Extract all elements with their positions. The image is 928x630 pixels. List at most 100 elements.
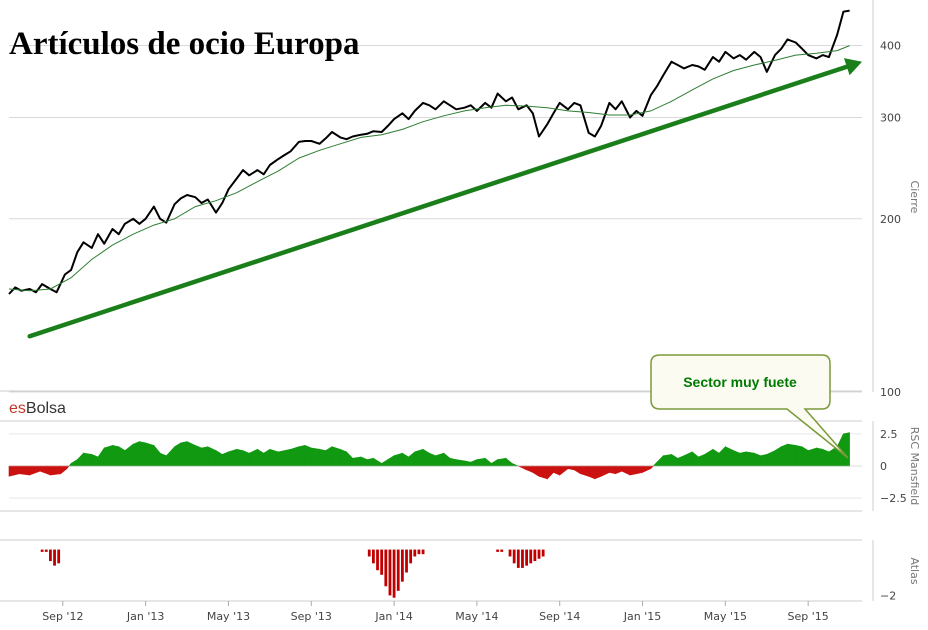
atlas-axis-title: Atlas (908, 557, 921, 584)
rsc-area-positive (242, 450, 250, 467)
moving-average-line (8, 45, 850, 292)
rsc-area-positive (83, 452, 93, 467)
rsc-area-negative (19, 465, 31, 476)
atlas-bar (380, 549, 384, 575)
rsc-area-positive (671, 453, 679, 467)
rsc-area-positive (393, 452, 403, 467)
rsc-area-positive (248, 448, 258, 467)
annotation-callout: Sector muy fuete (650, 354, 849, 459)
atlas-bar (409, 549, 413, 564)
rsc-area-positive (774, 446, 782, 467)
atlas-bar (49, 549, 52, 562)
rsc-panel (8, 432, 862, 480)
rsc-area-negative (526, 465, 534, 473)
rsc-area-positive (346, 451, 353, 467)
rsc-area-positive (691, 451, 699, 467)
grid-lines (0, 45, 862, 602)
price-tick-label: 400 (880, 40, 901, 53)
rsc-area-positive (843, 432, 850, 467)
rsc-area-positive (698, 453, 705, 467)
rsc-area-positive (652, 461, 658, 467)
rsc-area-positive (733, 450, 741, 467)
rsc-area-positive (795, 445, 803, 467)
atlas-bar (533, 549, 537, 562)
rsc-area-positive (352, 456, 362, 467)
trend-arrow-head (843, 58, 862, 76)
rsc-area-positive (712, 448, 720, 467)
rsc-area-positive (68, 462, 72, 467)
rsc-area-positive (801, 446, 809, 467)
rsc-area-negative (580, 465, 590, 477)
rsc-area-positive (760, 454, 768, 467)
atlas-bar (516, 549, 520, 568)
rsc-area-positive (139, 441, 146, 467)
rsc-area-negative (518, 465, 527, 471)
rsc-area-positive (725, 446, 734, 467)
rsc-area-positive (464, 460, 471, 467)
rsc-area-negative (538, 465, 548, 480)
rsc-area-positive (319, 448, 327, 467)
x-tick-label: Sep '15 (788, 610, 829, 623)
atlas-bar (413, 549, 417, 557)
rsc-area-positive (435, 452, 445, 467)
rsc-area-negative (615, 465, 623, 475)
rsc-area-positive (816, 447, 823, 467)
rsc-area-positive (766, 450, 776, 467)
rsc-area-positive (103, 445, 113, 467)
rsc-area-positive (511, 462, 519, 467)
rsc-area-negative (621, 465, 631, 476)
atlas-bar (508, 549, 512, 557)
rsc-area-positive (408, 451, 416, 467)
rsc-area-negative (29, 465, 41, 476)
rsc-area-negative (573, 465, 581, 475)
atlas-bar (388, 549, 392, 596)
rsc-area-positive (91, 453, 99, 467)
rsc-area-positive (112, 445, 120, 467)
rsc-area-positive (677, 455, 685, 467)
rsc-tick-label: 0 (880, 460, 887, 473)
x-tick-label: Jan '14 (374, 610, 412, 623)
rsc-area-positive (807, 447, 817, 467)
rsc-area-negative (609, 465, 616, 475)
rsc-area-negative (650, 465, 655, 470)
atlas-bar (40, 549, 44, 552)
rsc-area-positive (476, 457, 486, 467)
price-tick-label: 300 (880, 111, 901, 124)
rsc-area-positive (484, 457, 492, 467)
rsc-area-positive (718, 445, 726, 467)
rsc-area-positive (215, 450, 223, 467)
atlas-tick-label: −2 (880, 589, 896, 602)
rsc-area-negative (39, 465, 51, 476)
x-tick-label: Sep '14 (539, 610, 580, 623)
rsc-area-negative (50, 465, 62, 476)
rsc-area-positive (77, 452, 84, 467)
rsc-area-positive (373, 457, 382, 467)
rsc-area-positive (201, 446, 209, 467)
callout-bubble (650, 354, 849, 459)
rsc-area-positive (186, 441, 196, 467)
atlas-bar (57, 549, 61, 564)
price-panel (8, 9, 862, 339)
brand-logo: esBolsa (9, 400, 66, 418)
rsc-area-positive (124, 443, 134, 467)
atlas-bar (367, 549, 371, 557)
rsc-area-negative (642, 465, 652, 473)
rsc-area-positive (656, 454, 664, 467)
brand-suffix: Bolsa (25, 400, 66, 417)
rsc-area-positive (443, 452, 451, 467)
rsc-area-negative (547, 465, 554, 480)
rsc-area-positive (366, 457, 374, 467)
rsc-area-positive (822, 448, 830, 467)
atlas-bar (496, 549, 500, 552)
rsc-area-positive (739, 451, 747, 467)
atlas-bar (529, 549, 533, 564)
x-tick-label: Sep '13 (291, 610, 332, 623)
rsc-area-positive (428, 452, 436, 467)
atlas-panel (40, 549, 545, 598)
rsc-area-positive (132, 441, 140, 467)
price-tick-label: 100 (880, 386, 901, 399)
atlas-bar (405, 549, 408, 573)
rsc-area-positive (159, 452, 167, 467)
rsc-area-positive (754, 452, 761, 467)
